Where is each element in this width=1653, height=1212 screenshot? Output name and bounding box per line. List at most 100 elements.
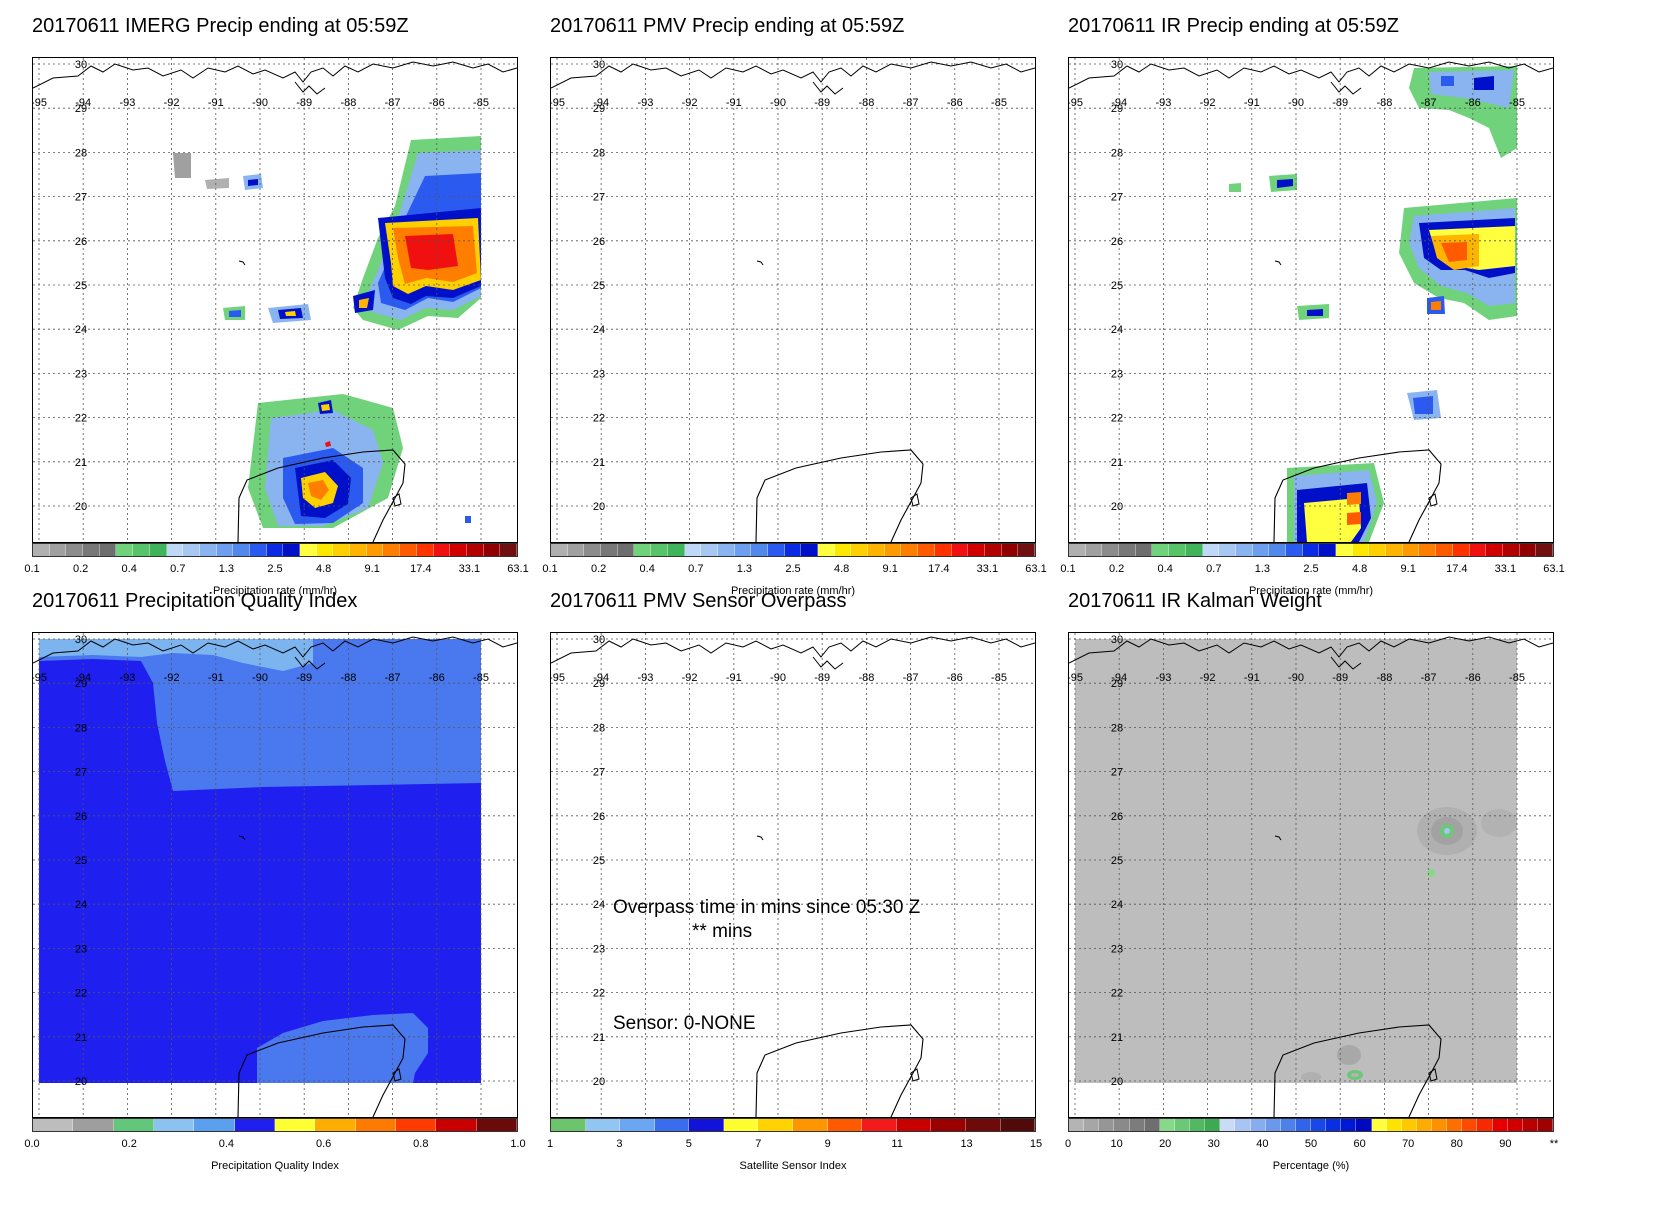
lon-label: -94 — [1111, 672, 1127, 684]
lat-label: 24 — [593, 899, 605, 911]
colorbar-segment — [793, 1119, 828, 1131]
colorbar-segment — [1402, 544, 1420, 556]
colorbar-segment — [684, 544, 702, 556]
colorbar-segment — [416, 544, 434, 556]
lat-label: 27 — [1111, 192, 1123, 204]
colorbar-segment — [49, 544, 67, 556]
lat-label: 22 — [1111, 988, 1123, 1000]
colorbar-segment — [1386, 544, 1403, 556]
lat-label: 22 — [75, 988, 87, 1000]
lat-label: 26 — [75, 236, 87, 248]
map-area: -95 -94 -93 -92 -91 -90 -89 -88 -87 -86 -85 30 29 28 2… — [550, 57, 1036, 543]
colorbar-tick-label: 5 — [685, 1138, 692, 1150]
sensor-text: Sensor: 0-NONE — [613, 1013, 756, 1034]
panel-title: 20170611 IMERG Precip ending at 05:59Z — [32, 15, 409, 37]
colorbar-segment — [194, 1119, 235, 1131]
colorbar-segment — [651, 544, 668, 556]
colorbar-tick-label: 0.4 — [218, 1138, 235, 1150]
colorbar-segment — [1001, 544, 1019, 556]
colorbar-segment — [896, 1119, 932, 1131]
coastline-yucatan — [237, 449, 406, 542]
colorbar-segment — [1311, 1119, 1327, 1131]
lon-label: -88 — [858, 672, 874, 684]
lon-label: -85 — [473, 97, 489, 109]
panel-title: 20170611 IR Kalman Weight — [1068, 590, 1322, 612]
map-area: -95 -94 -93 -92 -91 -90 -89 -88 -87 -86 -85 30 29 28 2… — [32, 632, 518, 1118]
lon-label: -88 — [1376, 97, 1392, 109]
lat-label: 22 — [75, 413, 87, 425]
panel-title: 20170611 PMV Sensor Overpass — [550, 590, 847, 612]
lat-label: 25 — [1111, 855, 1123, 867]
colorbar-label: Precipitation rate (mm/hr) — [730, 585, 856, 597]
lat-label: 20 — [593, 501, 605, 513]
colorbar-segment — [734, 544, 752, 556]
lon-label: -86 — [429, 97, 445, 109]
colorbar-segment — [1319, 544, 1336, 556]
colorbar-segment — [99, 544, 117, 556]
colorbar-segment — [931, 1119, 966, 1131]
colorbar-segment — [1269, 544, 1286, 556]
lon-label: -89 — [814, 97, 830, 109]
colorbar-segment — [355, 1119, 396, 1131]
lat-label: 29 — [593, 103, 605, 115]
lat-label: 27 — [75, 767, 87, 779]
lon-label: -92 — [1200, 97, 1216, 109]
precip-map: -95 -94 -93 -92 -91 -90 -89 -88 -87 -86 -85 30 29 28 2… — [33, 58, 517, 542]
colorbar-segment — [1537, 1119, 1553, 1131]
colorbar-tick-label: 15 — [1029, 1138, 1043, 1150]
colorbar-ticks: 1 3 5 7 9 11 13 15 — [547, 1138, 1042, 1152]
lat-label: 21 — [1111, 1032, 1123, 1044]
colorbar-segment — [1369, 544, 1387, 556]
colorbar-segment — [1280, 1119, 1296, 1131]
colorbar-segment — [383, 544, 401, 556]
colorbar-segment — [1252, 544, 1270, 556]
island-cozumel — [910, 493, 920, 507]
colorbar-tick-label: 33.1 — [976, 563, 999, 575]
colorbar — [32, 1118, 518, 1132]
coastline-delta — [1330, 81, 1362, 95]
colorbar-segment — [551, 544, 568, 556]
colorbar-segment — [149, 544, 167, 556]
colorbar-segment — [1469, 544, 1487, 556]
colorbar-tick-label: 0.6 — [315, 1138, 332, 1150]
colorbar-tick-label: 40 — [1256, 1138, 1269, 1150]
colorbar-tick-label: 17.4 — [410, 563, 432, 575]
colorbar-segment — [1220, 1119, 1236, 1131]
lat-label: 30 — [1111, 634, 1123, 646]
lon-label: -95 — [551, 672, 565, 684]
lat-label: 30 — [1111, 59, 1123, 71]
lon-label: -89 — [296, 672, 312, 684]
colorbar-segment — [751, 544, 768, 556]
colorbar-segment — [968, 544, 985, 556]
lat-label: 23 — [593, 943, 605, 955]
colorbar-segment — [1477, 1119, 1493, 1131]
colorbar-segment — [1099, 1119, 1115, 1131]
colorbar-tick-label: 0.1 — [542, 563, 558, 575]
colorbar-segment — [233, 544, 250, 556]
lat-label: 20 — [75, 501, 87, 513]
coastline-north — [33, 636, 517, 664]
colorbar-tick-label: 30 — [1207, 1138, 1220, 1150]
lon-label: -95 — [1069, 672, 1083, 684]
lon-label: -86 — [1465, 672, 1481, 684]
colorbar-segment — [723, 1119, 759, 1131]
colorbar-segment — [1486, 544, 1503, 556]
colorbar-tick-label: 33.1 — [1494, 563, 1517, 575]
colorbar-segment — [436, 1119, 477, 1131]
lon-label: -87 — [1421, 672, 1437, 684]
colorbar-segment — [266, 544, 284, 556]
colorbar-segment — [249, 544, 267, 556]
lat-label: 28 — [1111, 147, 1123, 159]
lat-label: 30 — [593, 59, 605, 71]
colorbar-segment — [400, 544, 417, 556]
colorbar-tick-label: 1.0 — [510, 1138, 526, 1150]
colorbar-segment — [1462, 1119, 1478, 1131]
colorbar-segment — [83, 544, 100, 556]
lat-label: 22 — [593, 988, 605, 1000]
colorbar-ticks: 0 10 20 30 40 50 60 70 80 90 ** — [1065, 1138, 1558, 1152]
colorbar — [550, 543, 1036, 557]
coastline-yucatan — [755, 449, 924, 542]
lat-label: 21 — [75, 457, 87, 469]
colorbar-tick-label: 0.0 — [24, 1138, 40, 1150]
lat-label: 29 — [75, 103, 87, 115]
